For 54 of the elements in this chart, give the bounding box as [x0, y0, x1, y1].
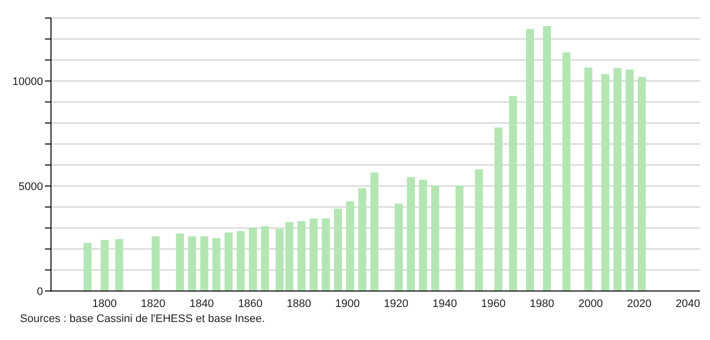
- bar: [84, 242, 92, 291]
- x-tick-label: 1880: [286, 298, 312, 310]
- bar: [346, 201, 354, 291]
- x-tick-label: 1840: [189, 298, 214, 310]
- x-tick-label: 1980: [530, 298, 554, 310]
- bar: [406, 177, 415, 291]
- bar: [419, 180, 428, 291]
- bar: [152, 236, 160, 291]
- x-tick-label: 1960: [481, 298, 506, 310]
- bar: [613, 68, 622, 291]
- bar: [276, 229, 284, 291]
- x-tick-label: 2020: [626, 298, 652, 310]
- x-tick-label: 2000: [578, 298, 603, 310]
- bar: [212, 238, 220, 291]
- bar: [261, 226, 270, 291]
- bar: [601, 74, 610, 291]
- x-tick-label: 1820: [140, 298, 166, 310]
- bar: [236, 230, 245, 291]
- bar: [334, 208, 342, 291]
- bar: [508, 96, 517, 291]
- x-tick-label: 1800: [92, 298, 117, 310]
- bar: [188, 236, 196, 291]
- bar: [115, 239, 124, 291]
- bar: [638, 76, 646, 291]
- bar: [248, 228, 257, 291]
- bar: [494, 128, 502, 291]
- bar: [584, 67, 592, 291]
- bar: [431, 186, 440, 291]
- bar: [298, 221, 306, 291]
- bar: [200, 236, 208, 291]
- bar: [543, 26, 552, 291]
- bar: [562, 52, 570, 291]
- x-tick-label: 1900: [335, 298, 360, 310]
- bar: [310, 218, 318, 291]
- x-tick-label: 1940: [432, 298, 458, 310]
- y-tick-label: 10000: [12, 76, 43, 88]
- x-tick-label: 1920: [384, 298, 408, 310]
- bar: [224, 232, 233, 291]
- bar: [370, 172, 378, 291]
- bar: [474, 169, 483, 291]
- y-tick-label: 0: [36, 286, 43, 298]
- bar: [626, 70, 634, 291]
- bar: [322, 218, 330, 291]
- x-tick-label: 2040: [676, 298, 700, 310]
- source-note: Sources : base Cassini de l'EHESS et base Insee.: [20, 313, 266, 325]
- bar: [526, 28, 534, 291]
- bar: [285, 222, 294, 291]
- x-tick-label: 1860: [238, 298, 263, 310]
- bar: [176, 233, 184, 291]
- bar: [394, 204, 403, 291]
- bar: [456, 186, 464, 291]
- bar: [100, 240, 109, 291]
- y-tick-label: 5000: [18, 180, 43, 193]
- bar: [358, 188, 366, 291]
